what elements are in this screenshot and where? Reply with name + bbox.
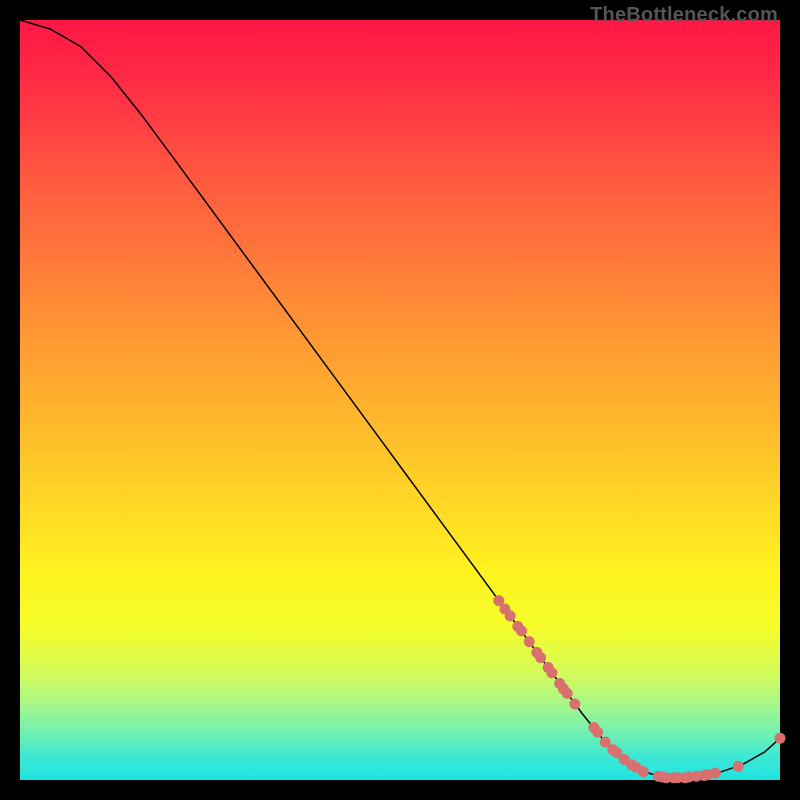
data-marker [535, 652, 546, 663]
data-marker [775, 733, 786, 744]
chart-container: TheBottleneck.com [0, 0, 800, 800]
data-marker [638, 766, 649, 777]
data-marker [710, 768, 721, 779]
data-marker [592, 727, 603, 738]
data-marker [733, 761, 744, 772]
bottleneck-curve [20, 20, 780, 778]
plot-area [20, 20, 780, 780]
data-marker [524, 636, 535, 647]
data-marker [505, 610, 516, 621]
data-marker [562, 688, 573, 699]
data-marker [547, 667, 558, 678]
data-markers [493, 595, 785, 783]
data-marker [569, 699, 580, 710]
chart-svg [20, 20, 780, 780]
watermark-text: TheBottleneck.com [590, 4, 778, 27]
data-marker [516, 626, 527, 637]
